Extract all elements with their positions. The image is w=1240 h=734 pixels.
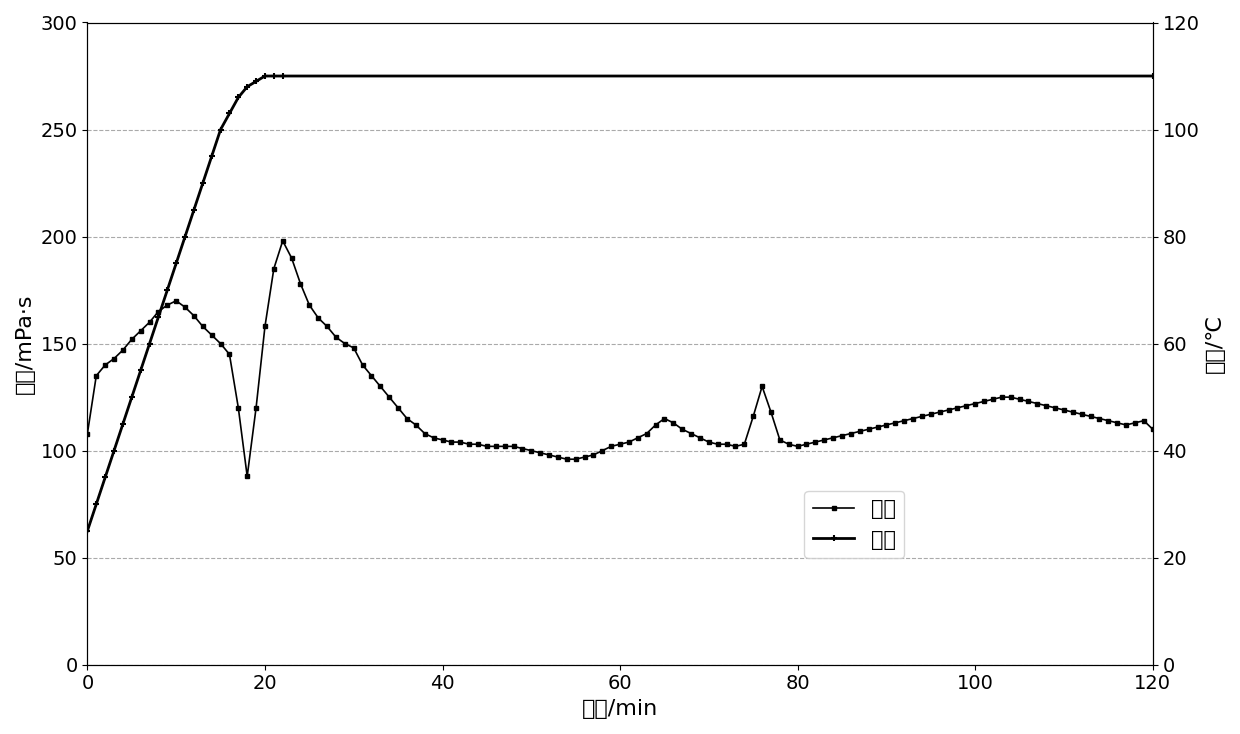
温度 xyxy=(169,259,184,268)
温度 xyxy=(205,152,219,161)
温度 xyxy=(160,286,175,294)
温度 xyxy=(267,72,281,81)
温度 xyxy=(177,232,192,241)
温度 xyxy=(196,178,211,187)
温度 xyxy=(239,82,254,91)
黏度 xyxy=(1092,414,1107,423)
温度 xyxy=(213,125,228,134)
Y-axis label: 温度/℃: 温度/℃ xyxy=(1205,314,1225,373)
温度 xyxy=(275,72,290,81)
温度 xyxy=(186,206,201,214)
黏度 xyxy=(1146,425,1161,434)
黏度 xyxy=(764,407,779,416)
温度 xyxy=(231,93,246,102)
Legend: 黏度, 温度: 黏度, 温度 xyxy=(805,491,904,558)
温度 xyxy=(115,420,130,429)
X-axis label: 时间/min: 时间/min xyxy=(582,699,658,719)
温度 xyxy=(89,500,104,509)
温度 xyxy=(133,366,148,375)
Line: 温度: 温度 xyxy=(84,73,1156,534)
黏度 xyxy=(239,472,254,481)
Y-axis label: 粘度/mPa·s: 粘度/mPa·s xyxy=(15,294,35,394)
温度 xyxy=(79,526,94,535)
Line: 黏度: 黏度 xyxy=(86,239,1156,479)
温度 xyxy=(222,109,237,118)
温度 xyxy=(249,77,264,86)
温度 xyxy=(1146,72,1161,81)
黏度 xyxy=(79,429,94,438)
黏度 xyxy=(817,435,832,444)
温度 xyxy=(107,446,122,455)
黏度 xyxy=(346,344,361,352)
黏度 xyxy=(551,453,565,462)
温度 xyxy=(151,313,166,321)
温度 xyxy=(98,473,113,482)
黏度 xyxy=(275,236,290,245)
温度 xyxy=(143,339,157,348)
温度 xyxy=(124,393,139,401)
温度 xyxy=(258,72,273,81)
黏度 xyxy=(186,311,201,320)
